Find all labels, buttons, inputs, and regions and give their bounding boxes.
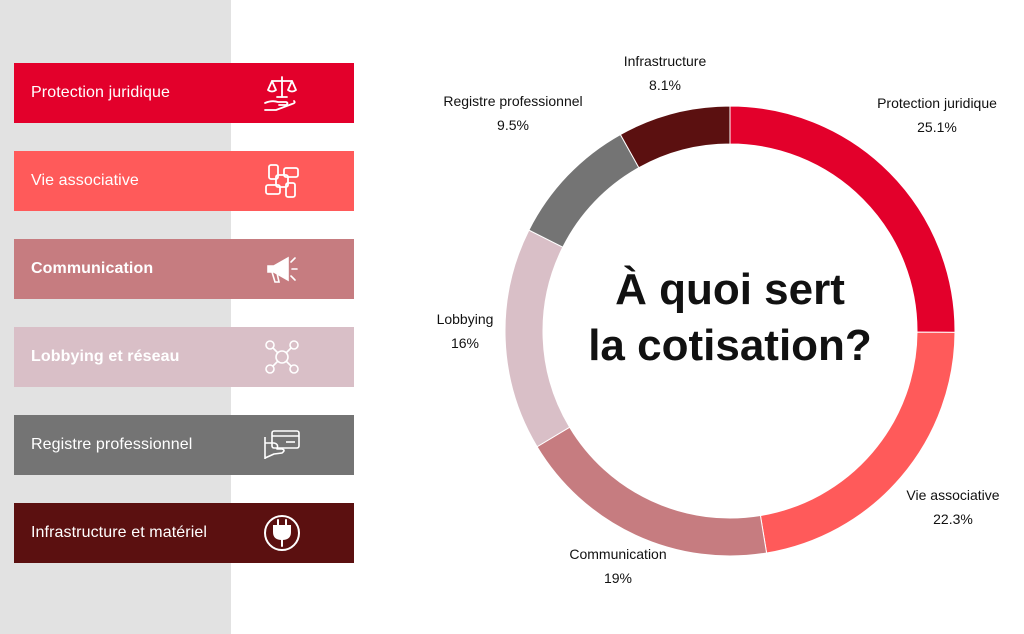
slice-value-label: 22.3% (933, 511, 973, 527)
legend-item-infrastructure-materiel: Infrastructure et matériel (14, 503, 354, 563)
legend-label: Registre professionnel (31, 436, 193, 453)
legend-item-communication: Communication (14, 239, 354, 299)
slice-value-label: 9.5% (497, 117, 529, 133)
legend-label: Lobbying et réseau (31, 348, 180, 365)
slice-label: Lobbying (437, 311, 494, 327)
legend-item-vie-associative: Vie associative (14, 151, 354, 211)
hand-card-icon (262, 425, 302, 465)
legend-label: Infrastructure et matériel (31, 524, 207, 541)
legend-item-registre-professionnel: Registre professionnel (14, 415, 354, 475)
donut-chart: Protection juridique 25.1% Vie associative… (437, 53, 1000, 586)
slice-value-label: 19% (604, 570, 632, 586)
network-people-icon (262, 337, 302, 377)
center-title-line-1: À quoi sert (615, 265, 845, 314)
slice-label: Communication (569, 546, 666, 562)
donut-slice-infrastructure (619, 105, 731, 169)
slice-value-label: 25.1% (917, 119, 957, 135)
legend-item-protection-juridique: Protection juridique (14, 63, 354, 123)
legend-label: Vie associative (31, 172, 139, 189)
donut-slice-communication (536, 426, 768, 557)
donut-slice-registre-professionnel (528, 133, 640, 248)
slice-label: Registre professionnel (443, 93, 582, 109)
center-title-line-2: la cotisation? (588, 321, 872, 370)
legend-label: Communication (31, 260, 154, 277)
slice-label: Protection juridique (877, 95, 997, 111)
chart-center-title: À quoi sert la cotisation? (520, 262, 940, 374)
justice-scales-icon (262, 73, 302, 113)
joined-hands-icon (262, 161, 302, 201)
legend-label: Protection juridique (31, 84, 170, 101)
slice-value-label: 16% (451, 335, 479, 351)
slice-value-label: 8.1% (649, 77, 681, 93)
legend-item-lobbying-reseau: Lobbying et réseau (14, 327, 354, 387)
slice-label: Vie associative (906, 487, 999, 503)
megaphone-icon (262, 249, 302, 289)
power-plug-icon (262, 513, 302, 553)
slice-label: Infrastructure (624, 53, 707, 69)
